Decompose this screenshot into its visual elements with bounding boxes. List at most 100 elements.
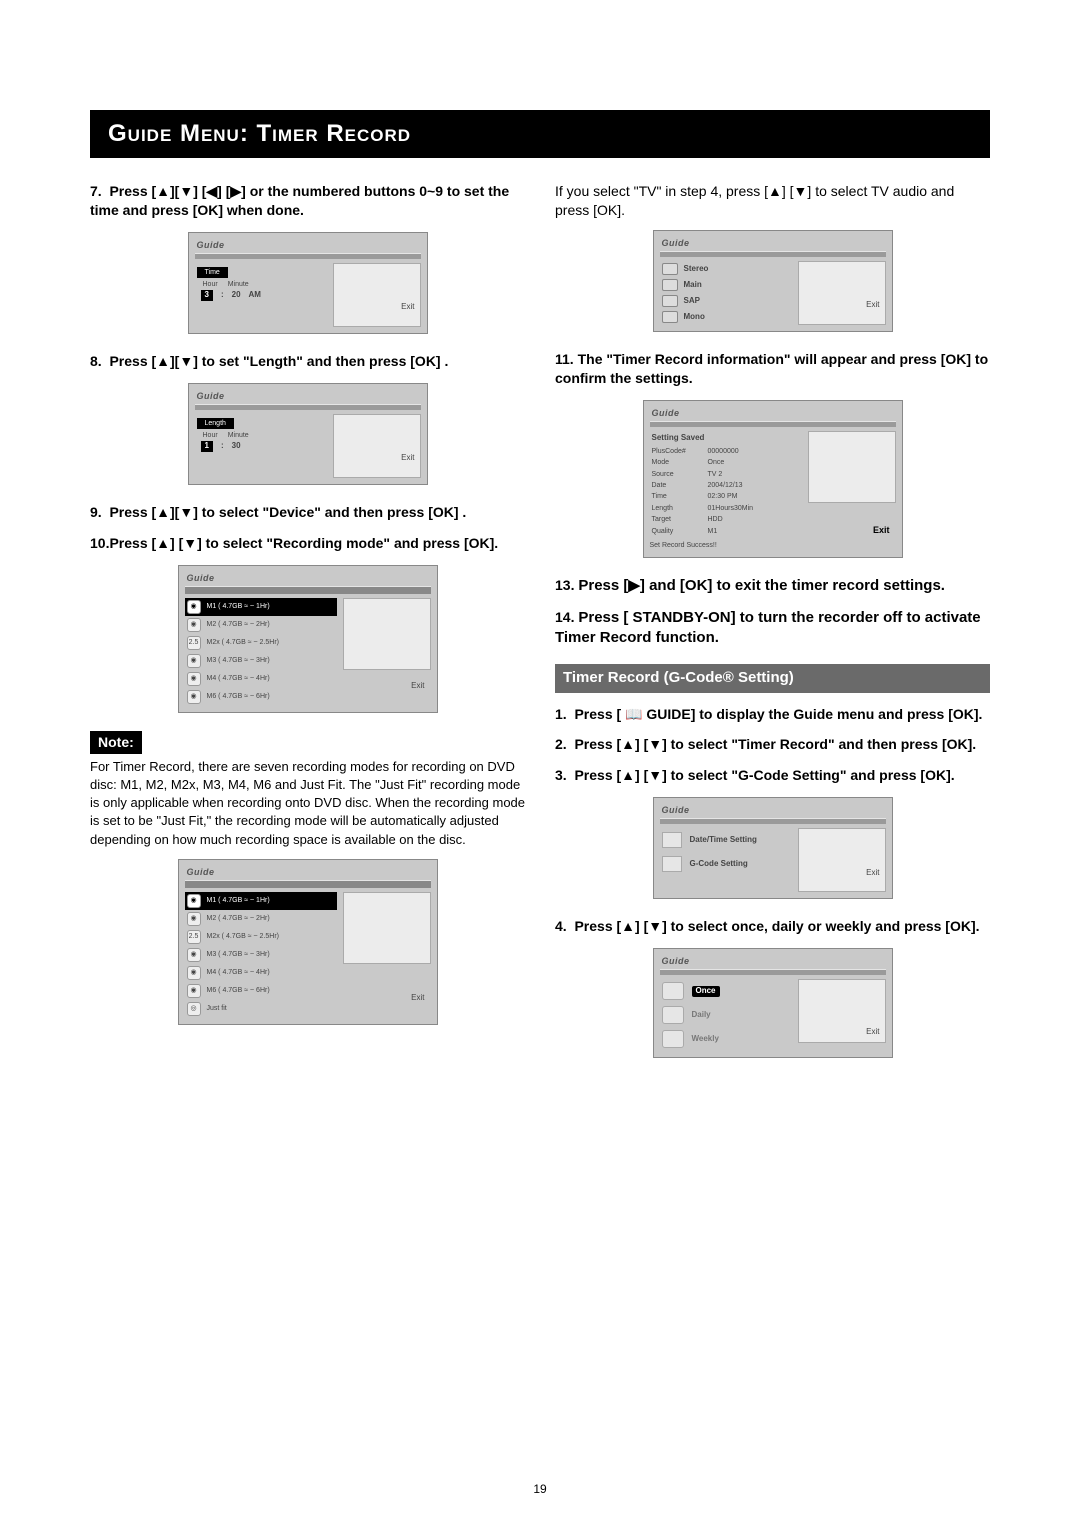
freq-once: Once: [660, 979, 792, 1003]
mode-row-m2: ◉M2 ( 4.7GB ≈ ~ 2Hr): [185, 910, 337, 928]
osd-modes-panel: Guide ◉M1 ( 4.7GB ≈ ~ 1Hr) ◉M2 ( 4.7GB ≈…: [178, 565, 438, 713]
right-column: If you select "TV" in step 4, press [▲] …: [555, 182, 990, 1076]
step-14: 14. Press [ STANDBY-ON] to turn the reco…: [555, 608, 990, 649]
length-header: Length: [197, 418, 234, 429]
osd-exit-label: Exit: [866, 868, 879, 879]
osd-guide-label: Guide: [195, 239, 421, 253]
osd-guide-label: Guide: [660, 955, 886, 969]
osd-guide-label: Guide: [660, 237, 886, 251]
osd-guide-label: Guide: [660, 804, 886, 818]
step-text: Press [▶] and [OK] to exit the timer rec…: [578, 577, 945, 594]
page-title: Guide Menu: Timer Record: [90, 110, 990, 158]
step-number: 1.: [555, 706, 574, 722]
osd-preview-box: [798, 261, 886, 325]
gcode-section-title: Timer Record (G-Code® Setting): [555, 664, 990, 692]
step-13: 13. Press [▶] and [OK] to exit the timer…: [555, 576, 990, 596]
minute-label: Minute: [228, 431, 249, 440]
osd-modes-with-justfit: Guide ◉M1 ( 4.7GB ≈ ~ 1Hr) ◉M2 ( 4.7GB ≈…: [178, 859, 438, 1025]
mode-row-m3: ◉M3 ( 4.7GB ≈ ~ 3Hr): [185, 652, 337, 670]
osd-guide-label: Guide: [195, 390, 421, 404]
ampm: AM: [249, 290, 261, 301]
mode-row-m1: ◉M1 ( 4.7GB ≈ ~ 1Hr): [185, 892, 337, 910]
step-7: 7. Press [▲][▼] [◀] [▶] or the numbered …: [90, 182, 525, 220]
audio-mono: Mono: [660, 309, 792, 325]
step-number: 9.: [90, 504, 109, 520]
step-text: Press [▲][▼] [◀] [▶] or the numbered but…: [90, 183, 509, 218]
osd-guide-label: Guide: [185, 572, 431, 586]
mode-row-m4: ◉M4 ( 4.7GB ≈ ~ 4Hr): [185, 670, 337, 688]
osd-exit-label: Exit: [401, 302, 414, 313]
step-number: 10.: [90, 535, 109, 551]
hour-label: Hour: [203, 280, 218, 289]
left-column: 7. Press [▲][▼] [◀] [▶] or the numbered …: [90, 182, 525, 1076]
step-number: 13.: [555, 577, 578, 593]
step-8: 8. Press [▲][▼] to set "Length" and then…: [90, 352, 525, 371]
gstep-2: 2. Press [▲] [▼] to select "Timer Record…: [555, 735, 990, 754]
osd-length-panel: Guide Length Hour Minute 1 : 30 Exit: [188, 383, 428, 485]
note-text: For Timer Record, there are seven record…: [90, 758, 525, 849]
osd-guide-label: Guide: [650, 407, 896, 421]
gstep-3: 3. Press [▲] [▼] to select "G-Code Setti…: [555, 766, 990, 785]
summary-head: Setting Saved: [650, 431, 802, 446]
osd-summary-panel: Guide Setting Saved PlusCode#00000000 Mo…: [643, 400, 903, 558]
hour-label: Hour: [203, 431, 218, 440]
step-number: 14.: [555, 609, 578, 625]
osd-preview-box: [343, 598, 431, 670]
hour-value: 1: [201, 441, 213, 452]
audio-sap: SAP: [660, 293, 792, 309]
osd-audio-panel: Guide Stereo Main SAP Mono Exit: [653, 230, 893, 332]
step-text: The "Timer Record information" will appe…: [555, 351, 988, 386]
step-text: Press [▲][▼] to set "Length" and then pr…: [109, 353, 448, 369]
mode-row-m4: ◉M4 ( 4.7GB ≈ ~ 4Hr): [185, 964, 337, 982]
osd-preview-box: [333, 414, 421, 478]
step-number: 2.: [555, 736, 574, 752]
time-sep: :: [221, 441, 224, 452]
step-number: 8.: [90, 353, 109, 369]
osd-preview-box: [808, 431, 896, 503]
mode-row-m2x: 2.5M2x ( 4.7GB ≈ ~ 2.5Hr): [185, 928, 337, 946]
osd-gcode-panel: Guide Date/Time Setting G-Code Setting E…: [653, 797, 893, 899]
osd-frequency-panel: Guide Once Daily Weekly Exit: [653, 948, 893, 1058]
opt-gcode: G-Code Setting: [660, 852, 792, 876]
mode-row-m6: ◉M6 ( 4.7GB ≈ ~ 6Hr): [185, 982, 337, 1000]
step-text: Press [▲] [▼] to select "G-Code Setting"…: [574, 767, 954, 783]
time-sep: :: [221, 290, 224, 301]
minute-value: 30: [232, 441, 241, 452]
note-badge: Note:: [90, 731, 142, 754]
osd-preview-box: [798, 828, 886, 892]
time-header: Time: [197, 267, 228, 278]
minute-value: 20: [232, 290, 241, 301]
osd-time-panel: Guide Time Hour Minute 3 : 20 AM Exit: [188, 232, 428, 334]
mode-row-m1: ◉M1 ( 4.7GB ≈ ~ 1Hr): [185, 598, 337, 616]
audio-main: Main: [660, 277, 792, 293]
osd-preview-box: [343, 892, 431, 964]
mode-row-m2x: 2.5M2x ( 4.7GB ≈ ~ 2.5Hr): [185, 634, 337, 652]
mode-row-m2: ◉M2 ( 4.7GB ≈ ~ 2Hr): [185, 616, 337, 634]
step-text: Press [ STANDBY-ON] to turn the recorder…: [555, 609, 981, 646]
hour-value: 3: [201, 290, 213, 301]
minute-label: Minute: [228, 280, 249, 289]
opt-date-time: Date/Time Setting: [660, 828, 792, 852]
osd-guide-label: Guide: [185, 866, 431, 880]
freq-daily: Daily: [660, 1003, 792, 1027]
step-text: Press [ 📖 GUIDE] to display the Guide me…: [574, 706, 982, 722]
page-number: 19: [533, 1482, 546, 1496]
step-10: 10.Press [▲] [▼] to select "Recording mo…: [90, 534, 525, 553]
osd-exit-label: Exit: [411, 993, 424, 1004]
osd-exit-label: Exit: [866, 1027, 879, 1038]
osd-preview-box: [333, 263, 421, 327]
step-text: Press [▲] [▼] to select "Recording mode"…: [109, 535, 498, 551]
gstep-4: 4. Press [▲] [▼] to select once, daily o…: [555, 917, 990, 936]
step-number: 11.: [555, 351, 578, 367]
mode-row-m3: ◉M3 ( 4.7GB ≈ ~ 3Hr): [185, 946, 337, 964]
step-number: 3.: [555, 767, 574, 783]
step-9: 9. Press [▲][▼] to select "Device" and t…: [90, 503, 525, 522]
summary-foot: Set Record Success!!: [650, 537, 802, 550]
step-text: Press [▲][▼] to select "Device" and then…: [109, 504, 466, 520]
mode-row-justfit: ◎Just fit: [185, 1000, 337, 1018]
osd-exit-label: Exit: [866, 300, 879, 311]
osd-exit-label: Exit: [873, 524, 890, 536]
osd-exit-label: Exit: [401, 453, 414, 464]
step-number: 7.: [90, 183, 109, 199]
step-text: Press [▲] [▼] to select "Timer Record" a…: [574, 736, 976, 752]
